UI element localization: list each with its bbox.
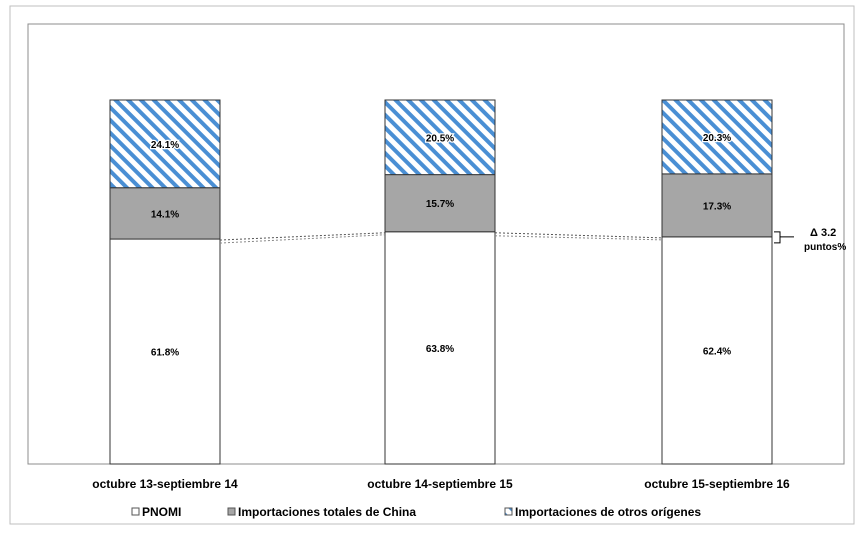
annotation: Δ 3.2 puntos%: [804, 227, 846, 253]
data-label: 20.5%: [426, 133, 454, 144]
connector-line: [219, 234, 386, 244]
data-label: 61.8%: [151, 348, 179, 359]
category-label: octubre 15-septiembre 16: [644, 477, 790, 491]
category-label: octubre 14-septiembre 15: [367, 477, 513, 491]
data-label: 15.7%: [426, 199, 454, 210]
legend-swatch: [227, 507, 236, 516]
labels-layer: 61.8% 14.1% 24.1% octubre 13-septiembre 14 6…: [92, 132, 790, 491]
bar-segment-3-category-3: [661, 99, 773, 175]
data-label: 63.8%: [426, 344, 454, 355]
legend-label: Importaciones de otros orígenes: [515, 505, 701, 519]
data-label: 14.1%: [151, 209, 179, 220]
data-label: 24.1%: [151, 140, 179, 151]
bar-segment-2-category-2: [384, 174, 496, 233]
bar-segment-2-category-1: [109, 187, 221, 240]
bar-segment-1-category-3: [661, 236, 773, 465]
connector-line: [219, 232, 386, 241]
data-label: 17.3%: [703, 201, 731, 212]
bars-layer: [109, 99, 794, 465]
bar-segment-2-category-3: [661, 173, 773, 238]
delta-bracket: [774, 231, 794, 244]
annotation-delta-text: Δ 3.2: [810, 227, 836, 239]
legend-label: PNOMI: [142, 505, 181, 519]
legend-swatch: [504, 507, 513, 516]
data-label: 20.3%: [703, 133, 731, 144]
bar-segment-3-category-1: [109, 99, 221, 189]
bar-segment-3-category-2: [384, 99, 496, 176]
legend: PNOMI Importaciones totales de China Impor…: [131, 505, 701, 519]
bar-segment-1-category-2: [384, 231, 496, 465]
annotation-unit-text: puntos%: [804, 242, 846, 253]
legend-swatch: [131, 507, 140, 516]
data-label: 62.4%: [703, 346, 731, 357]
category-label: octubre 13-septiembre 14: [92, 477, 238, 491]
legend-label: Importaciones totales de China: [238, 505, 416, 519]
